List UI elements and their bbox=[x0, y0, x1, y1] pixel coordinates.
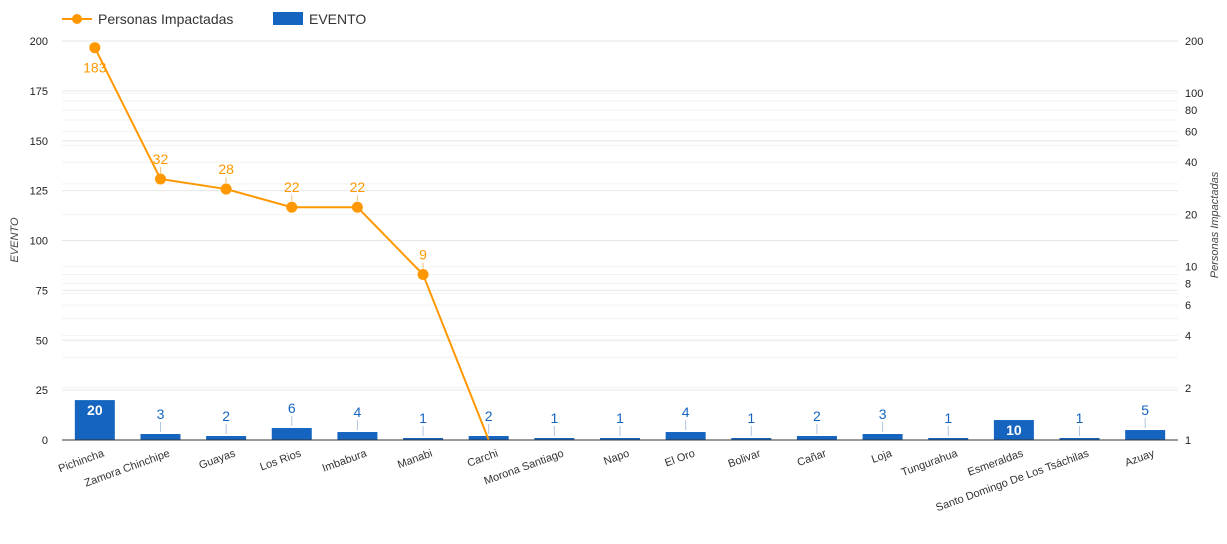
bar-value-label: 4 bbox=[354, 404, 362, 420]
y-tick-label: 175 bbox=[30, 86, 48, 98]
y2-tick-label: 100 bbox=[1185, 88, 1203, 100]
line-value-label: 28 bbox=[218, 161, 234, 177]
y2-axis-title: Personas Impactadas bbox=[1209, 171, 1221, 278]
bar-value-label: 3 bbox=[879, 406, 887, 422]
bar[interactable] bbox=[928, 438, 969, 440]
bar[interactable] bbox=[534, 438, 575, 440]
line-value-label: 22 bbox=[284, 179, 300, 195]
y-tick-label: 150 bbox=[30, 136, 48, 148]
bar[interactable] bbox=[1059, 438, 1100, 440]
y2-tick-label: 40 bbox=[1185, 157, 1197, 169]
legend-line-marker[interactable] bbox=[72, 14, 82, 24]
bar[interactable] bbox=[665, 432, 706, 440]
x-tick-label: Cañar bbox=[796, 447, 829, 469]
x-tick-label: Azuay bbox=[1123, 447, 1156, 469]
x-tick-label: Manabi bbox=[396, 448, 434, 472]
bar-value-label: 5 bbox=[1141, 402, 1149, 418]
bar[interactable] bbox=[337, 432, 378, 440]
x-tick-label: Napo bbox=[602, 448, 631, 468]
bar-value-label: 6 bbox=[288, 400, 296, 416]
y-tick-label: 75 bbox=[36, 285, 48, 297]
line-value-label: 9 bbox=[419, 247, 427, 263]
y2-tick-label: 8 bbox=[1185, 278, 1191, 290]
bar[interactable] bbox=[403, 438, 444, 440]
y-tick-label: 125 bbox=[30, 186, 48, 198]
x-tick-label: Imbabura bbox=[321, 447, 370, 474]
y-tick-label: 50 bbox=[36, 335, 48, 347]
bar[interactable] bbox=[140, 434, 181, 440]
y2-tick-label: 6 bbox=[1185, 300, 1191, 312]
bar-value-label: 20 bbox=[87, 402, 103, 418]
x-tick-label: Tungurahua bbox=[900, 447, 960, 479]
y2-tick-label: 10 bbox=[1185, 262, 1197, 274]
y-tick-label: 100 bbox=[30, 236, 48, 248]
bar-value-label: 1 bbox=[550, 410, 558, 426]
y2-tick-label: 4 bbox=[1185, 331, 1191, 343]
bar-value-label: 1 bbox=[747, 410, 755, 426]
bar[interactable] bbox=[731, 438, 772, 440]
x-tick-label: Pichincha bbox=[57, 447, 107, 475]
y2-tick-label: 1 bbox=[1185, 435, 1191, 447]
bar-value-label: 4 bbox=[682, 404, 690, 420]
x-tick-label: Los Rios bbox=[258, 447, 303, 473]
gridlines bbox=[62, 40, 1178, 441]
line-point[interactable] bbox=[417, 269, 429, 281]
y-axis-right: 1 2 4 6 8 10 20 40 60 80 100 200 bbox=[1185, 36, 1203, 447]
y-tick-label: 25 bbox=[36, 385, 48, 397]
line-value-label: 183 bbox=[83, 60, 107, 76]
y2-tick-label: 60 bbox=[1185, 127, 1197, 139]
line-point[interactable] bbox=[351, 201, 363, 213]
line-path bbox=[93, 47, 490, 441]
bar-value-label: 10 bbox=[1006, 422, 1022, 438]
y2-tick-label: 80 bbox=[1185, 105, 1197, 117]
x-tick-label: El Oro bbox=[663, 448, 696, 470]
bar-value-label: 3 bbox=[157, 406, 165, 422]
bar-value-label: 1 bbox=[419, 410, 427, 426]
x-tick-label: Guayas bbox=[197, 447, 237, 471]
bar[interactable] bbox=[600, 438, 640, 440]
line-point[interactable] bbox=[89, 42, 101, 54]
y-tick-label: 200 bbox=[30, 36, 48, 48]
bar[interactable] bbox=[1125, 430, 1166, 440]
bar-value-label: 1 bbox=[944, 410, 952, 426]
bar[interactable] bbox=[993, 420, 1034, 440]
bar[interactable] bbox=[862, 434, 903, 440]
x-tick-label: Carchi bbox=[466, 448, 500, 470]
legend: Personas Impactadas EVENTO bbox=[62, 11, 366, 27]
bar[interactable] bbox=[796, 436, 837, 440]
x-tick-label: Bolivar bbox=[727, 447, 763, 470]
line-value-label: 32 bbox=[153, 151, 169, 167]
bar[interactable] bbox=[74, 400, 115, 440]
legend-bar-swatch[interactable] bbox=[273, 12, 303, 25]
bar-value-label: 2 bbox=[813, 408, 821, 424]
line-point[interactable] bbox=[220, 183, 232, 195]
bar-series: 20 3 2 6 4 1 2 1 1 4 1 2 3 1 10 1 5 bbox=[74, 400, 1166, 440]
bar-value-label: 2 bbox=[485, 408, 493, 424]
y2-tick-label: 20 bbox=[1185, 209, 1197, 221]
y-axis-title: EVENTO bbox=[9, 217, 21, 262]
line-value-label: 22 bbox=[350, 179, 366, 195]
x-tick-label: Loja bbox=[870, 447, 894, 466]
y2-tick-label: 2 bbox=[1185, 383, 1191, 395]
legend-label-evento[interactable]: EVENTO bbox=[309, 11, 366, 27]
line-point[interactable] bbox=[286, 201, 298, 213]
line-point[interactable] bbox=[154, 173, 166, 185]
y-tick-label: 0 bbox=[42, 435, 48, 447]
bar[interactable] bbox=[271, 428, 312, 440]
y2-tick-label: 200 bbox=[1185, 36, 1203, 48]
legend-label-personas[interactable]: Personas Impactadas bbox=[98, 11, 233, 27]
y-axis-left: 0 25 50 75 100 125 150 175 200 bbox=[30, 36, 48, 447]
bar-value-label: 2 bbox=[222, 408, 230, 424]
bar-value-label: 1 bbox=[616, 410, 624, 426]
bar-value-label: 1 bbox=[1076, 410, 1084, 426]
bar[interactable] bbox=[206, 436, 247, 440]
